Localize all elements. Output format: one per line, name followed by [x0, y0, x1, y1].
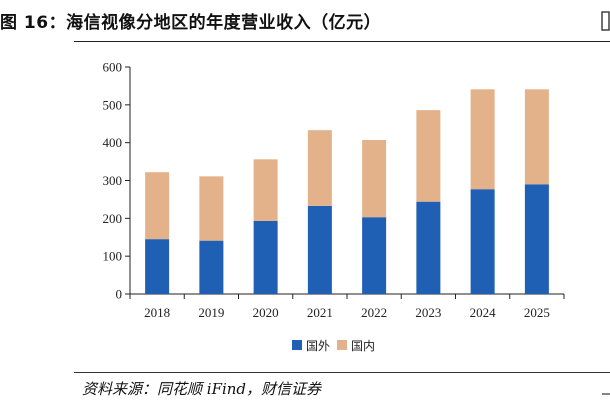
y-tick-label: 0	[116, 287, 123, 302]
y-tick-label: 200	[103, 211, 123, 226]
legend-label: 国内	[351, 339, 375, 353]
x-tick-label: 2022	[361, 305, 387, 320]
bar-segment-overseas	[307, 205, 332, 294]
bars	[145, 89, 549, 294]
bar-segment-overseas	[524, 184, 549, 294]
bar-segment-overseas	[199, 240, 224, 294]
bar-segment-domestic	[145, 172, 170, 240]
bar-segment-overseas	[470, 189, 495, 294]
bar-segment-domestic	[199, 176, 224, 241]
bar-segment-domestic	[470, 89, 495, 190]
y-tick-label: 300	[103, 173, 123, 188]
legend-swatch	[292, 340, 302, 350]
x-tick-label: 2021	[307, 305, 333, 320]
cropped-edge-mark	[601, 11, 610, 31]
x-tick-label: 2020	[253, 305, 279, 320]
bar-segment-domestic	[362, 140, 387, 218]
bar-segment-overseas	[253, 220, 278, 294]
legend: 国外 国内	[292, 339, 375, 353]
figure-title: 图 16：海信视像分地区的年度营业收入（亿元）	[0, 13, 382, 33]
source-divider	[74, 372, 610, 373]
y-tick-label: 400	[103, 135, 123, 150]
y-tick-label: 100	[103, 249, 123, 264]
x-tick-label: 2023	[415, 305, 441, 320]
y-axis: 0 100 200 300 400 500 600	[103, 60, 131, 302]
source-note: 资料来源：同花顺 iFind，财信证券	[82, 380, 322, 398]
title-divider	[74, 41, 610, 42]
bar-segment-domestic	[524, 89, 549, 185]
bar-segment-domestic	[307, 130, 332, 206]
bar-segment-domestic	[416, 110, 441, 202]
bar-segment-overseas	[362, 217, 387, 294]
x-axis: 2018 2019 2020 2021 2022 2023 2024 2025	[129, 293, 565, 320]
x-tick-label: 2024	[470, 305, 497, 320]
legend-swatch	[337, 340, 347, 350]
x-tick-label: 2019	[198, 305, 224, 320]
bar-segment-overseas	[416, 201, 441, 294]
bar-segment-overseas	[145, 239, 170, 294]
y-tick-label: 600	[103, 60, 123, 75]
legend-label: 国外	[306, 339, 330, 353]
y-tick-label: 500	[103, 97, 123, 112]
cropped-edge-mark-bottom	[602, 393, 610, 395]
x-tick-label: 2018	[144, 305, 170, 320]
x-tick-label: 2025	[524, 305, 550, 320]
bar-segment-domestic	[253, 159, 278, 221]
